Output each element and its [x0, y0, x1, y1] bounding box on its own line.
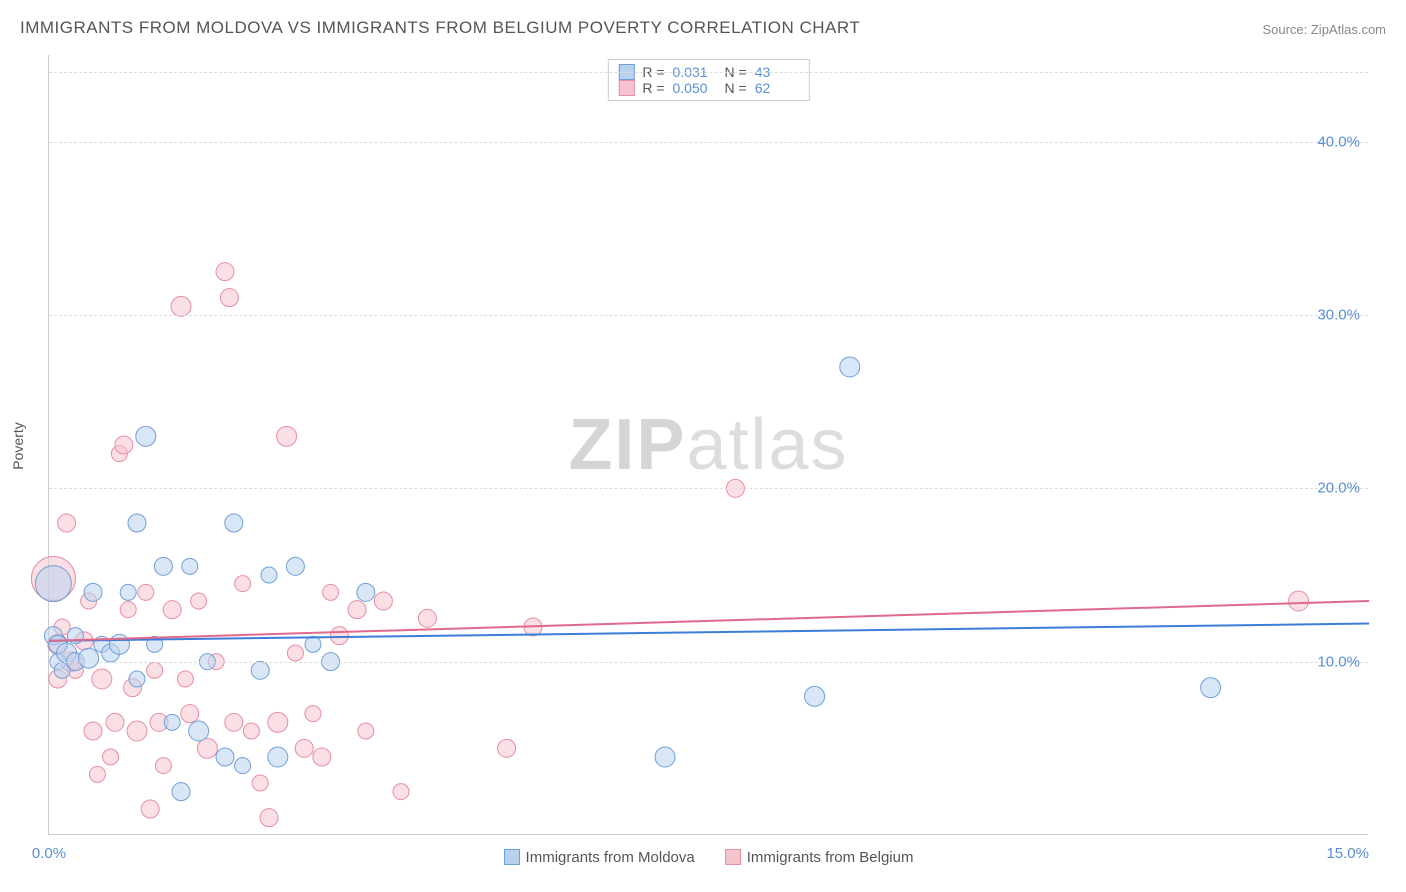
y-axis-label: Poverty	[10, 422, 26, 469]
data-point-belgium	[498, 739, 516, 757]
legend-swatch-belgium	[618, 80, 634, 96]
data-point-belgium	[103, 749, 119, 765]
data-point-belgium	[138, 584, 154, 600]
y-tick-label: 20.0%	[1317, 480, 1360, 497]
data-point-moldova	[129, 671, 145, 687]
data-point-moldova	[128, 514, 146, 532]
data-point-belgium	[155, 758, 171, 774]
data-point-belgium	[348, 601, 366, 619]
data-point-belgium	[163, 601, 181, 619]
legend-swatch-belgium	[725, 849, 741, 865]
legend-label-belgium: Immigrants from Belgium	[747, 849, 914, 866]
data-point-moldova	[35, 566, 71, 602]
gridline	[49, 142, 1368, 143]
data-point-belgium	[235, 576, 251, 592]
data-point-moldova	[189, 721, 209, 741]
data-point-moldova	[225, 514, 243, 532]
data-point-belgium	[141, 800, 159, 818]
data-point-belgium	[243, 723, 259, 739]
data-point-moldova	[136, 426, 156, 446]
chart-title: IMMIGRANTS FROM MOLDOVA VS IMMIGRANTS FR…	[20, 18, 860, 38]
y-tick-label: 40.0%	[1317, 133, 1360, 150]
gridline	[49, 315, 1368, 316]
data-point-moldova	[1201, 678, 1221, 698]
y-tick-label: 30.0%	[1317, 307, 1360, 324]
data-point-moldova	[172, 783, 190, 801]
r-value-belgium: 0.050	[673, 80, 717, 96]
data-point-belgium	[92, 669, 112, 689]
data-point-moldova	[164, 714, 180, 730]
data-point-belgium	[358, 723, 374, 739]
data-point-belgium	[58, 514, 76, 532]
legend-item-moldova: Immigrants from Moldova	[504, 849, 695, 866]
data-point-moldova	[120, 584, 136, 600]
n-label: N =	[725, 80, 747, 96]
data-point-moldova	[305, 636, 321, 652]
legend-stats-row: R = 0.050 N = 62	[618, 80, 798, 96]
data-point-moldova	[235, 758, 251, 774]
data-point-belgium	[216, 263, 234, 281]
data-point-belgium	[295, 739, 313, 757]
n-value-belgium: 62	[755, 80, 799, 96]
data-point-moldova	[286, 557, 304, 575]
data-point-belgium	[171, 296, 191, 316]
data-point-moldova	[154, 557, 172, 575]
data-point-belgium	[323, 584, 339, 600]
source-label: Source: ZipAtlas.com	[1262, 22, 1386, 37]
legend-series: Immigrants from Moldova Immigrants from …	[504, 849, 914, 866]
data-point-belgium	[225, 713, 243, 731]
gridline	[49, 72, 1368, 73]
data-point-belgium	[374, 592, 392, 610]
gridline	[49, 662, 1368, 663]
data-point-belgium	[84, 722, 102, 740]
gridline	[49, 488, 1368, 489]
x-tick-label: 15.0%	[1326, 845, 1369, 862]
data-point-moldova	[357, 583, 375, 601]
data-point-belgium	[313, 748, 331, 766]
data-point-moldova	[182, 558, 198, 574]
data-point-moldova	[84, 583, 102, 601]
data-point-belgium	[106, 713, 124, 731]
data-point-belgium	[220, 289, 238, 307]
plot-area: ZIPatlas R = 0.031 N = 43 R = 0.050 N = …	[48, 55, 1368, 835]
data-point-belgium	[147, 662, 163, 678]
data-point-belgium	[127, 721, 147, 741]
data-point-belgium	[418, 609, 436, 627]
data-point-moldova	[268, 747, 288, 767]
data-point-belgium	[393, 784, 409, 800]
legend-label-moldova: Immigrants from Moldova	[526, 849, 695, 866]
legend-stats: R = 0.031 N = 43 R = 0.050 N = 62	[607, 59, 809, 101]
data-point-moldova	[251, 661, 269, 679]
x-tick-label: 0.0%	[32, 845, 66, 862]
data-point-moldova	[655, 747, 675, 767]
data-point-belgium	[252, 775, 268, 791]
data-point-belgium	[120, 602, 136, 618]
data-point-moldova	[840, 357, 860, 377]
data-point-belgium	[330, 627, 348, 645]
r-label: R =	[642, 80, 664, 96]
trendline-moldova	[49, 624, 1369, 641]
legend-swatch-moldova	[504, 849, 520, 865]
data-point-moldova	[261, 567, 277, 583]
scatter-svg	[49, 55, 1368, 834]
trendline-belgium	[49, 601, 1369, 641]
data-point-belgium	[287, 645, 303, 661]
data-point-belgium	[115, 436, 133, 454]
data-point-moldova	[79, 648, 99, 668]
data-point-moldova	[805, 686, 825, 706]
data-point-belgium	[305, 706, 321, 722]
data-point-belgium	[89, 766, 105, 782]
data-point-belgium	[260, 809, 278, 827]
data-point-belgium	[1289, 591, 1309, 611]
data-point-belgium	[277, 426, 297, 446]
data-point-moldova	[216, 748, 234, 766]
legend-item-belgium: Immigrants from Belgium	[725, 849, 914, 866]
data-point-belgium	[268, 712, 288, 732]
y-tick-label: 10.0%	[1317, 653, 1360, 670]
data-point-belgium	[177, 671, 193, 687]
data-point-moldova	[109, 634, 129, 654]
data-point-belgium	[191, 593, 207, 609]
data-point-belgium	[181, 705, 199, 723]
